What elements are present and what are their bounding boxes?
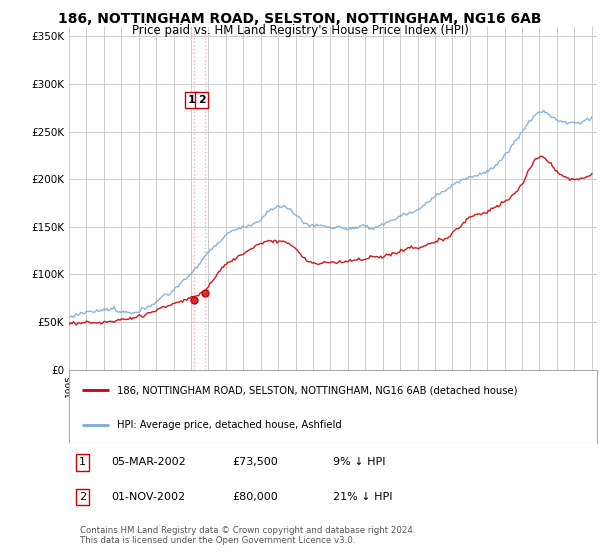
Text: 2: 2	[198, 95, 206, 105]
Text: 9% ↓ HPI: 9% ↓ HPI	[333, 458, 386, 468]
Text: 2: 2	[79, 492, 86, 502]
Text: Contains HM Land Registry data © Crown copyright and database right 2024.
This d: Contains HM Land Registry data © Crown c…	[80, 526, 415, 545]
Text: £80,000: £80,000	[233, 492, 278, 502]
Text: 186, NOTTINGHAM ROAD, SELSTON, NOTTINGHAM, NG16 6AB: 186, NOTTINGHAM ROAD, SELSTON, NOTTINGHA…	[58, 12, 542, 26]
Text: 186, NOTTINGHAM ROAD, SELSTON, NOTTINGHAM, NG16 6AB (detached house): 186, NOTTINGHAM ROAD, SELSTON, NOTTINGHA…	[116, 385, 517, 395]
Text: £73,500: £73,500	[233, 458, 278, 468]
Text: 01-NOV-2002: 01-NOV-2002	[111, 492, 185, 502]
Text: HPI: Average price, detached house, Ashfield: HPI: Average price, detached house, Ashf…	[116, 419, 341, 430]
Text: 1: 1	[79, 458, 86, 468]
Text: 21% ↓ HPI: 21% ↓ HPI	[333, 492, 392, 502]
Text: 05-MAR-2002: 05-MAR-2002	[111, 458, 186, 468]
Text: 1: 1	[187, 95, 195, 105]
Text: Price paid vs. HM Land Registry's House Price Index (HPI): Price paid vs. HM Land Registry's House …	[131, 24, 469, 37]
